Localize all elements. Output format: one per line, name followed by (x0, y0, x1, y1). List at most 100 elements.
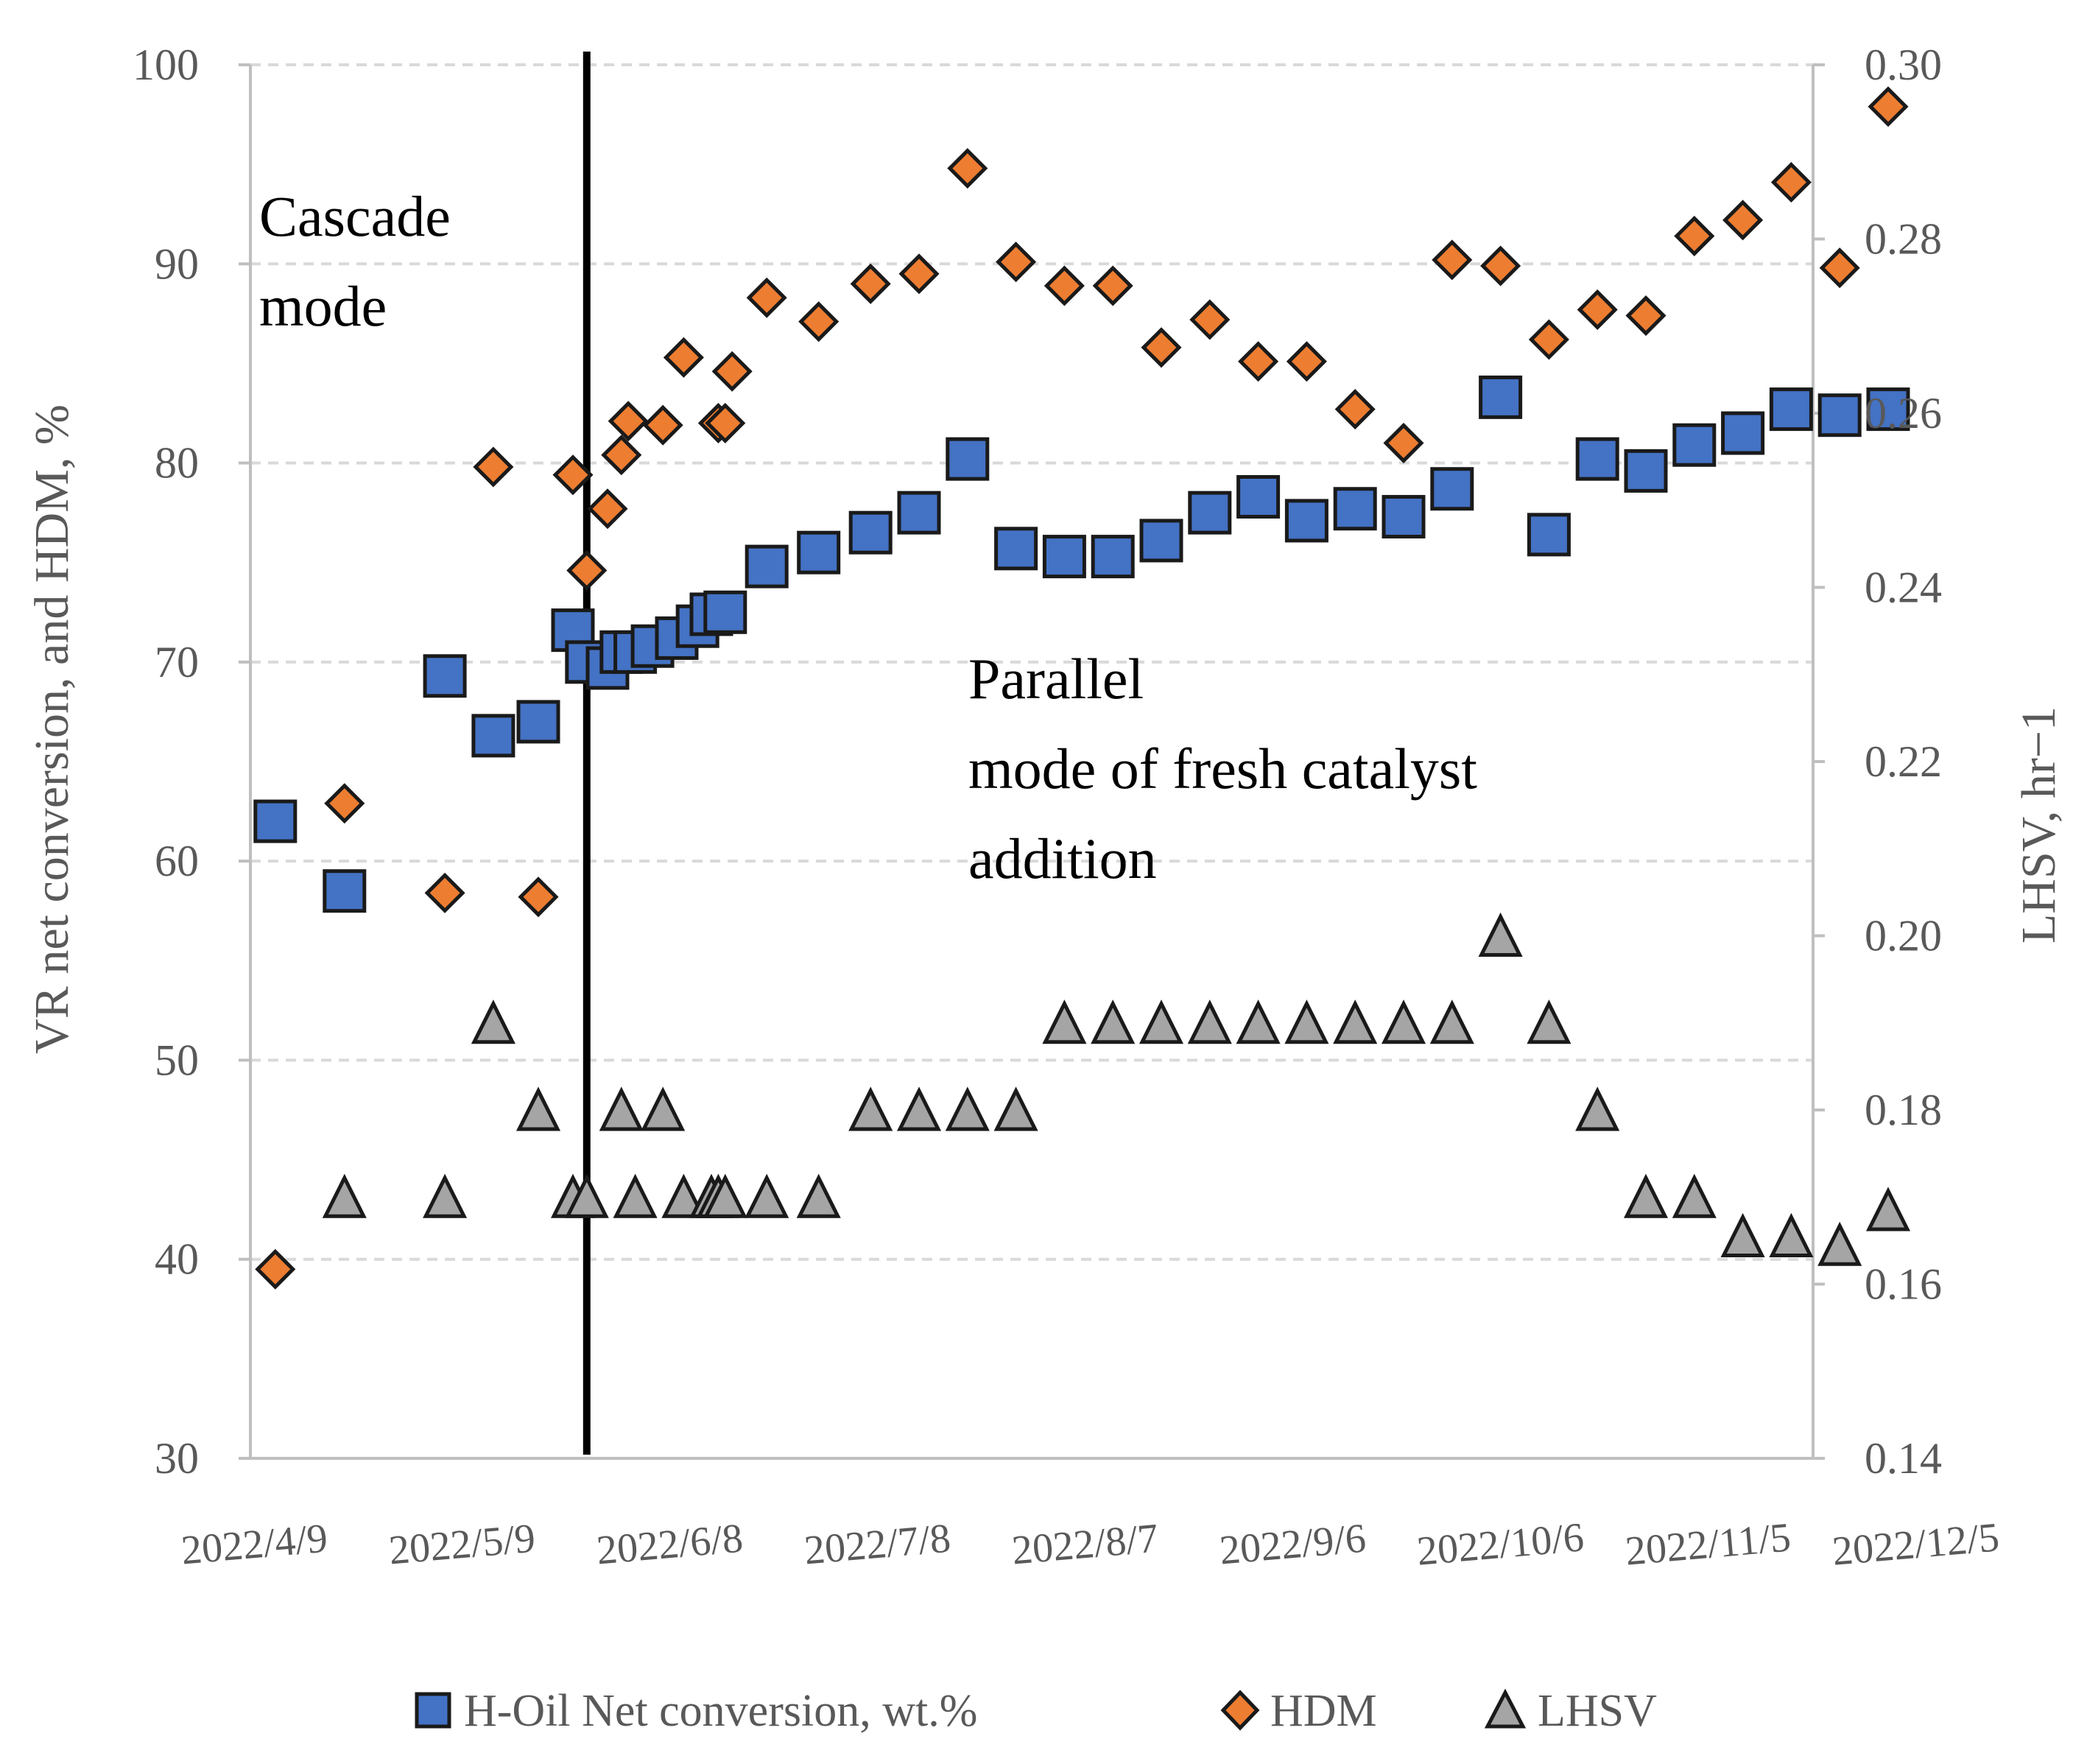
x-tick-label: 2022/7/8 (803, 1516, 953, 1574)
lhsv-point (848, 1086, 893, 1131)
hdm-point (1141, 327, 1182, 368)
hdm-point (947, 148, 988, 189)
hdm-point (1238, 341, 1279, 382)
lhsv-point (1865, 1187, 1911, 1231)
hdm-point (746, 277, 787, 318)
net-conversion-point (897, 491, 941, 535)
lhsv-series (322, 912, 1911, 1266)
net-conversion-point (745, 544, 789, 588)
right-tick-label: 0.24 (1865, 563, 1942, 612)
hdm-point (324, 783, 365, 824)
right-tick-label: 0.14 (1865, 1434, 1942, 1483)
net-conversion-point (471, 714, 515, 758)
lhsv-point (1672, 1173, 1717, 1218)
lhsv-point (661, 1173, 706, 1218)
right-tick-label: 0.16 (1865, 1260, 1942, 1309)
lhsv-point (1527, 999, 1572, 1044)
lhsv-point (322, 1173, 367, 1218)
lhsv-point (1623, 1173, 1669, 1218)
left-tick-label: 80 (155, 439, 199, 488)
net-conversion-point (423, 654, 467, 698)
net-conversion-point (323, 869, 367, 913)
right-tick-label: 0.22 (1865, 737, 1942, 786)
hdm-series (255, 86, 1909, 1290)
hdm-point (996, 242, 1037, 283)
hdm-point (255, 1248, 296, 1290)
left-tick-label: 50 (155, 1036, 199, 1084)
legend-triangle-marker (1484, 1688, 1527, 1729)
hdm-point (1043, 265, 1085, 306)
net-conversion-point (1430, 467, 1474, 511)
net-conversion-point (1333, 487, 1377, 531)
hdm-point (663, 337, 704, 378)
lhsv-point (896, 1086, 942, 1131)
legend-diamond-marker (1220, 1690, 1260, 1731)
net-conversion-point (994, 527, 1038, 571)
hdm-point (1480, 245, 1521, 287)
x-tick-label: 2022/5/9 (387, 1516, 538, 1574)
net-conversion-point (703, 590, 747, 634)
net-conversion-point (1672, 423, 1717, 467)
x-tick-label: 2022/11/5 (1624, 1514, 1793, 1574)
left-tick-label: 90 (155, 239, 199, 288)
net-conversion-point (1575, 437, 1619, 481)
lhsv-point (703, 1173, 747, 1218)
right-tick-label: 0.28 (1865, 215, 1942, 264)
hdm-point (1286, 341, 1327, 382)
x-tick-label: 2022/4/9 (180, 1516, 330, 1574)
net-conversion-point (1721, 411, 1765, 455)
net-conversion-series (253, 375, 1910, 913)
lhsv-point (945, 1086, 990, 1131)
hdm-point (1189, 299, 1231, 340)
hdm-point (1770, 161, 1812, 203)
hdm-point (587, 488, 628, 530)
hdm-point (1528, 319, 1569, 360)
net-conversion-point (1866, 387, 1910, 432)
hdm-point (1092, 265, 1133, 306)
lhsv-point (599, 1086, 644, 1131)
right-tick-label: 0.26 (1865, 389, 1942, 438)
lhsv-point (423, 1173, 468, 1218)
net-conversion-point (1188, 491, 1232, 535)
net-conversion-point (1769, 387, 1813, 432)
hdm-point (608, 401, 649, 442)
left-tick-label: 60 (155, 837, 199, 885)
net-conversion-point (797, 530, 841, 574)
cascade-mode-label-line1: Cascade (259, 184, 451, 248)
net-conversion-point (1091, 535, 1135, 579)
net-conversion-point (1479, 375, 1523, 419)
lhsv-point (1769, 1212, 1814, 1257)
lhsv-point (471, 999, 515, 1044)
net-conversion-point (1042, 535, 1086, 579)
left-axis-title: VR net conversion, and HDM, % (25, 404, 79, 1054)
left-tick-label: 70 (155, 638, 199, 686)
lhsv-point (613, 1173, 658, 1218)
hdm-point (601, 435, 642, 476)
right-tick-label: 0.30 (1865, 41, 1942, 89)
hdm-point (1432, 239, 1473, 281)
hdm-point (850, 263, 891, 304)
cascade-mode-label-line2: mode (259, 274, 387, 338)
lhsv-point (1381, 999, 1426, 1044)
lhsv-point (564, 1173, 609, 1218)
legend-lhsv: LHSV (1538, 1686, 1657, 1736)
x-tick-label: 2022/6/8 (595, 1516, 745, 1574)
hdm-point (798, 301, 840, 342)
net-conversion-point (516, 700, 560, 744)
lhsv-point (1091, 999, 1136, 1044)
net-conversion-point (253, 799, 298, 843)
hdm-point (1383, 423, 1424, 464)
lhsv-point (1817, 1221, 1862, 1266)
net-conversion-point (1284, 499, 1328, 543)
lhsv-point (745, 1173, 789, 1218)
hdm-point (1868, 86, 1909, 127)
hdm-point (1722, 200, 1764, 241)
parallel-mode-label-line3: addition (968, 826, 1157, 890)
left-tick-label: 30 (155, 1434, 199, 1483)
net-conversion-point (946, 437, 990, 481)
parallel-mode-label-line2: mode of fresh catalyst (968, 737, 1477, 801)
lhsv-point (1284, 999, 1329, 1044)
legend: H-Oil Net conversion, wt.% HDM LHSV (415, 1686, 1657, 1736)
legend-square-marker (415, 1692, 451, 1729)
hdm-point (473, 446, 514, 488)
